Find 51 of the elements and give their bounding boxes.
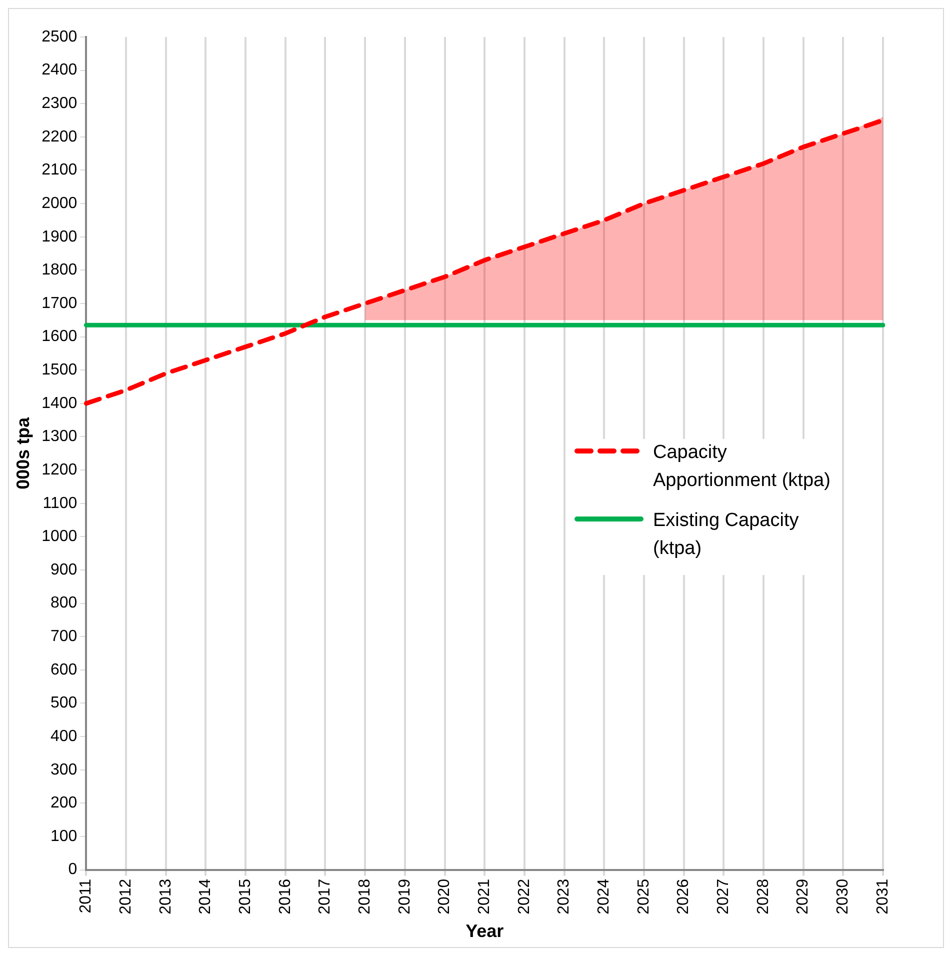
x-tick-label: 2022 [516, 878, 533, 914]
y-tick-label: 500 [50, 694, 78, 712]
y-tick-label: 2100 [42, 162, 78, 179]
legend-label: Existing Capacity (ktpa) [653, 509, 800, 561]
y-tick-label: 2500 [42, 28, 78, 46]
y-tick-label: 600 [50, 661, 78, 678]
x-tick-label: 2015 [236, 878, 254, 914]
x-tick-label: 2030 [834, 878, 852, 914]
x-tick-label: 2029 [794, 878, 812, 914]
y-tick-label: 1400 [42, 394, 78, 412]
y-tick-label: 700 [50, 628, 78, 646]
x-tick-label: 2011 [78, 878, 95, 914]
y-tick-label: 200 [50, 794, 78, 812]
y-tick-label: 2200 [42, 128, 78, 146]
y-tick-label: 1200 [42, 461, 78, 478]
y-tick-label: 1000 [42, 528, 78, 546]
y-tick-label: 1600 [42, 328, 78, 346]
y-axis-title: 000s tpa [12, 416, 33, 490]
y-tick-label: 400 [50, 728, 78, 745]
x-tick-label: 2016 [276, 878, 294, 914]
y-tick-label: 800 [50, 594, 78, 612]
x-tick-label: 2021 [476, 878, 494, 914]
x-tick-label: 2020 [436, 878, 454, 914]
y-tick-label: 1700 [42, 294, 78, 312]
y-tick-label: 1300 [42, 428, 78, 446]
y-tick-label: 900 [50, 561, 78, 578]
x-tick-label: 2023 [556, 878, 573, 914]
y-tick-label: 0 [68, 861, 78, 878]
y-tick-label: 100 [50, 828, 78, 845]
y-tick-label: 1500 [42, 362, 78, 379]
x-tick-label: 2025 [635, 878, 652, 914]
legend-label: Capacity Apportionment (ktpa) [653, 441, 832, 493]
x-tick-label: 2018 [356, 878, 374, 914]
y-tick-label: 1800 [42, 262, 78, 279]
y-tick-label: 1100 [42, 494, 78, 512]
y-tick-label: 2300 [42, 95, 78, 112]
x-tick-label: 2024 [596, 878, 613, 914]
x-tick-label: 2027 [715, 878, 732, 914]
y-tick-label: 1900 [42, 228, 78, 246]
y-tick-label: 2000 [42, 194, 78, 212]
x-tick-label: 2019 [396, 878, 414, 914]
x-axis-title: Year [466, 921, 504, 942]
x-tick-label: 2013 [157, 878, 174, 914]
x-tick-label: 2017 [316, 878, 334, 914]
y-tick-label: 300 [50, 761, 78, 778]
x-tick-label: 2014 [197, 878, 214, 914]
x-tick-label: 2028 [754, 878, 772, 914]
x-tick-label: 2031 [874, 878, 892, 914]
x-tick-label: 2012 [117, 878, 134, 914]
y-tick-label: 2400 [42, 62, 78, 79]
x-tick-label: 2026 [675, 878, 692, 914]
